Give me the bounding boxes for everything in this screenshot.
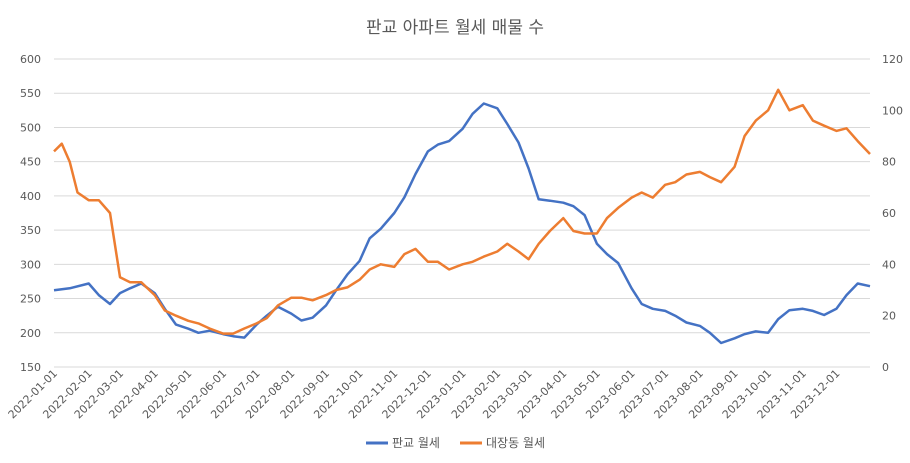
right-tick-label: 20: [882, 310, 896, 323]
left-tick-label: 250: [20, 293, 41, 306]
right-tick-label: 0: [882, 361, 889, 374]
gridlines: [54, 58, 870, 368]
left-tick-label: 150: [20, 361, 41, 374]
left-tick-label: 350: [20, 224, 41, 237]
legend: 판교 월세 대장동 월세: [366, 436, 545, 450]
right-tick-label: 60: [882, 207, 896, 220]
chart-title: 판교 아파트 월세 매물 수: [366, 18, 544, 38]
legend-label: 대장동 월세: [486, 436, 545, 450]
left-tick-label: 500: [20, 121, 41, 134]
series-lines: [53, 88, 871, 345]
right-y-axis: 0 20 40 60 80 100 120: [882, 53, 903, 374]
right-tick-label: 120: [882, 53, 903, 66]
left-tick-label: 450: [20, 156, 41, 169]
legend-label: 판교 월세: [392, 436, 440, 450]
left-y-axis: 150 200 250 300 350 400 450 500 550 600: [20, 53, 41, 374]
left-tick-label: 600: [20, 53, 41, 66]
x-axis: 2022-01-012022-02-012022-03-012022-04-01…: [6, 367, 843, 421]
series-line-0: [53, 102, 871, 345]
right-tick-label: 80: [882, 156, 896, 169]
left-tick-label: 300: [20, 258, 41, 271]
right-tick-label: 100: [882, 104, 903, 117]
left-tick-label: 200: [20, 327, 41, 340]
right-tick-label: 40: [882, 258, 896, 271]
series-line-1: [53, 88, 871, 335]
left-tick-label: 400: [20, 190, 41, 203]
left-tick-label: 550: [20, 87, 41, 100]
